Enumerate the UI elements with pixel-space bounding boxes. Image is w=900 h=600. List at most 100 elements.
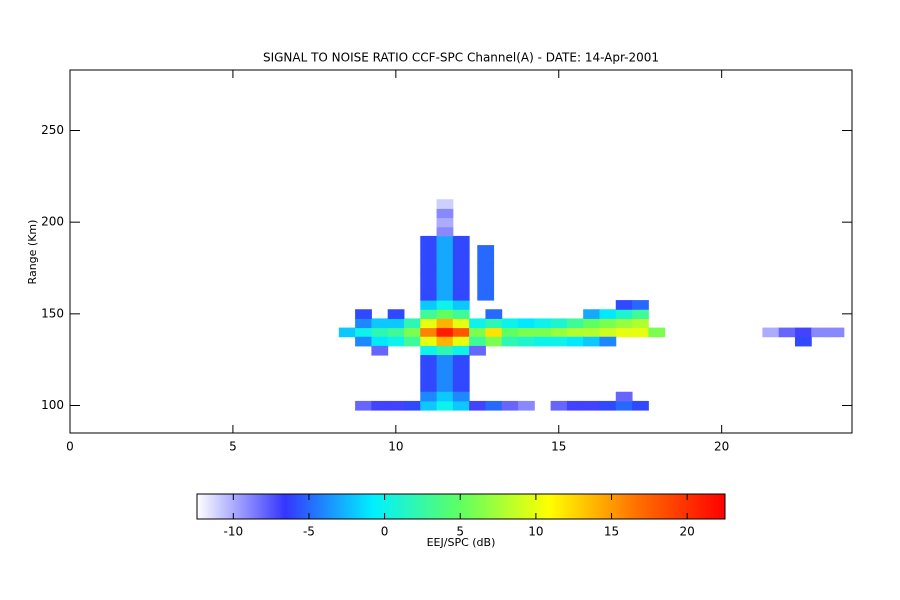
x-tick-label: 5	[229, 440, 237, 454]
heatmap-cell	[469, 336, 486, 347]
heatmap-cell	[566, 318, 584, 329]
heatmap-cell	[420, 355, 438, 365]
heatmap-cell	[485, 309, 503, 319]
heatmap-cell	[452, 281, 470, 292]
heatmap-cell	[469, 327, 486, 338]
heatmap-cell	[355, 336, 372, 347]
heatmap-cell	[436, 400, 454, 411]
heatmap-cell	[403, 400, 421, 411]
heatmap-cell	[615, 300, 633, 310]
heatmap-cell	[436, 309, 454, 319]
heatmap-cell	[583, 400, 600, 411]
heatmap-cell	[518, 327, 535, 338]
heatmap-cell	[599, 309, 617, 319]
colorbar-tick-label: 10	[528, 525, 543, 539]
heatmap-cell	[436, 327, 454, 338]
heatmap-cell	[452, 373, 470, 384]
heatmap-cell	[436, 300, 454, 310]
heatmap-cell	[452, 235, 470, 246]
heatmap-cell	[452, 245, 470, 255]
heatmap-cell	[420, 272, 438, 283]
heatmap-cell	[420, 254, 438, 264]
heatmap-cell	[477, 281, 495, 292]
y-tick-label: 200	[41, 215, 64, 229]
heatmap-cell	[452, 272, 470, 283]
heatmap-cell	[371, 345, 389, 356]
heatmap-cell	[436, 336, 454, 347]
chart-title: SIGNAL TO NOISE RATIO CCF-SPC Channel(A)…	[263, 51, 659, 65]
heatmap-cell	[599, 336, 617, 347]
colorbar	[197, 494, 725, 519]
heatmap-cell	[477, 263, 495, 274]
heatmap-cell	[632, 318, 649, 329]
heatmap-cell	[469, 345, 486, 356]
x-tick-label: 0	[66, 440, 74, 454]
x-tick-label: 20	[714, 440, 729, 454]
heatmap-cell	[615, 318, 633, 329]
heatmap-cell	[387, 400, 405, 411]
heatmap-cell	[355, 327, 372, 338]
heatmap-cell	[477, 272, 495, 283]
heatmap-cell	[420, 400, 438, 411]
heatmap-cell	[420, 245, 438, 255]
y-axis-label: Range (Km)	[26, 220, 39, 285]
heatmap-cell	[566, 327, 584, 338]
heatmap-cell	[452, 300, 470, 310]
heatmap-cell	[436, 318, 454, 329]
heatmap-cell	[452, 336, 470, 347]
heatmap-cell	[436, 263, 454, 274]
heatmap-cell	[436, 226, 454, 237]
heatmap-cell	[436, 272, 454, 283]
heatmap-cell	[420, 373, 438, 384]
heatmap-cell	[436, 281, 454, 292]
heatmap-cell	[420, 345, 438, 356]
heatmap-cell	[420, 235, 438, 246]
heatmap-cell	[583, 309, 600, 319]
heatmap-cell	[387, 327, 405, 338]
heatmap-cell	[403, 327, 421, 338]
heatmap-cell	[387, 336, 405, 347]
heatmap-cell	[501, 400, 519, 411]
heatmap-cell	[420, 263, 438, 274]
y-tick-label: 100	[41, 398, 64, 412]
heatmap-cell	[436, 245, 454, 255]
heatmap-cell	[534, 327, 552, 338]
heatmap-cells	[338, 199, 845, 411]
heatmap-cell	[583, 336, 600, 347]
heatmap-cell	[615, 327, 633, 338]
heatmap-cell	[387, 309, 405, 319]
heatmap-cell	[501, 318, 519, 329]
heatmap-cell	[452, 391, 470, 402]
colorbar-tick-label: 5	[456, 525, 464, 539]
colorbar-tick-label: -10	[224, 525, 244, 539]
heatmap-cell	[436, 217, 454, 228]
heatmap-cell	[371, 336, 389, 347]
heatmap-cell	[632, 400, 649, 411]
heatmap-cell	[477, 245, 495, 255]
heatmap-cell	[615, 309, 633, 319]
heatmap-cell	[566, 400, 584, 411]
heatmap-cell	[485, 336, 503, 347]
heatmap-cell	[632, 327, 649, 338]
heatmap-cell	[599, 327, 617, 338]
heatmap-cell	[452, 382, 470, 393]
heatmap-cell	[403, 318, 421, 329]
heatmap-cell	[518, 400, 535, 411]
heatmap-cell	[550, 327, 568, 338]
colorbar-tick-label: -5	[303, 525, 315, 539]
heatmap-cell	[477, 254, 495, 264]
heatmap-cell	[599, 400, 617, 411]
heatmap-cell	[778, 327, 796, 338]
heatmap-cell	[501, 336, 519, 347]
x-tick-label: 15	[551, 440, 566, 454]
heatmap-cell	[452, 263, 470, 274]
heatmap-cell	[518, 336, 535, 347]
heatmap-cell	[566, 336, 584, 347]
heatmap-cell	[420, 391, 438, 402]
heatmap-cell	[436, 290, 454, 301]
heatmap-cell	[583, 318, 600, 329]
heatmap-cell	[436, 355, 454, 365]
heatmap-cell	[518, 318, 535, 329]
y-tick-label: 150	[41, 306, 64, 320]
